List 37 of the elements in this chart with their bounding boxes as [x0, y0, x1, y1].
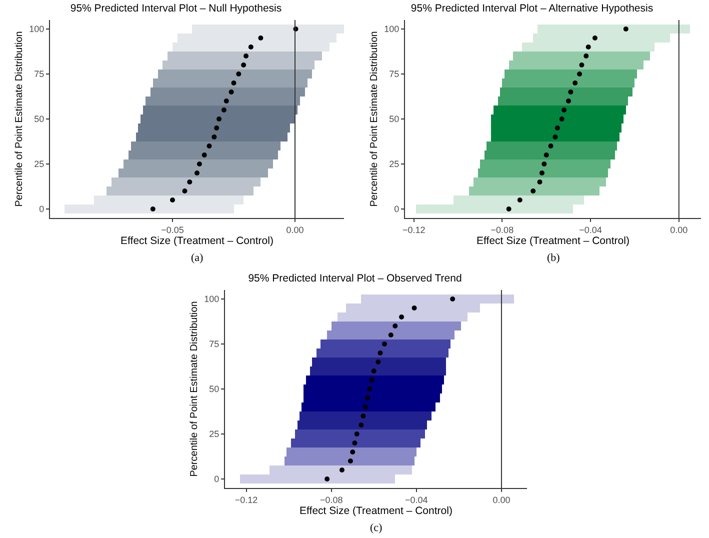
x-axis-title: Effect Size (Treatment – Control)	[300, 504, 452, 517]
y-tick-label: 25	[389, 159, 400, 170]
y-axis-title: Percentile of Point Estimate Distribution	[189, 301, 200, 477]
x-tick-label: −0.05	[161, 224, 184, 235]
y-tick-label: 25	[209, 429, 220, 440]
y-axis-title: Percentile of Point Estimate Distribution	[369, 31, 380, 207]
text: (b)	[547, 252, 560, 264]
text: (a)	[191, 252, 204, 264]
x-axis-title: Effect Size (Treatment – Control)	[120, 234, 274, 247]
x-tick-label: −0.08	[490, 224, 514, 235]
x-tick-label: −0.08	[320, 494, 343, 505]
chart-title: 95% Predicted Interval Plot – Observed Trend	[248, 272, 462, 284]
y-axis-title: Percentile of Point Estimate Distribution	[14, 31, 26, 207]
y-tick-label: 0	[214, 474, 220, 484]
text: (c)	[370, 522, 383, 534]
x-axis-title: Effect Size (Treatment – Control)	[476, 234, 630, 247]
x-tick-label: 0.00	[670, 224, 688, 235]
y-tick-label: 50	[389, 114, 400, 124]
x-tick-label: −0.12	[402, 224, 426, 235]
y-tick-label: 50	[34, 114, 44, 124]
y-tick-label: 75	[389, 69, 400, 80]
chart-title: 95% Predicted Interval Plot – Null Hypothesis	[70, 2, 282, 14]
y-tick-label: 100	[29, 24, 44, 34]
x-tick-label: −0.04	[579, 224, 602, 235]
x-tick-label: −0.04	[405, 494, 428, 505]
y-tick-label: 50	[209, 384, 220, 394]
y-tick-label: 75	[209, 339, 220, 350]
y-tick-label: 100	[204, 294, 220, 304]
y-tick-label: 0	[39, 204, 44, 214]
y-tick-label: 100	[384, 24, 400, 34]
x-tick-label: −0.12	[234, 494, 258, 505]
y-tick-label: 75	[34, 69, 44, 80]
x-tick-label: 0.00	[286, 224, 304, 235]
x-tick-label: 0.00	[492, 494, 510, 505]
chart-title: 95% Predicted Interval Plot – Alternative Hypothesis	[410, 2, 654, 14]
y-tick-label: 25	[34, 159, 44, 170]
y-tick-label: 0	[394, 204, 400, 214]
